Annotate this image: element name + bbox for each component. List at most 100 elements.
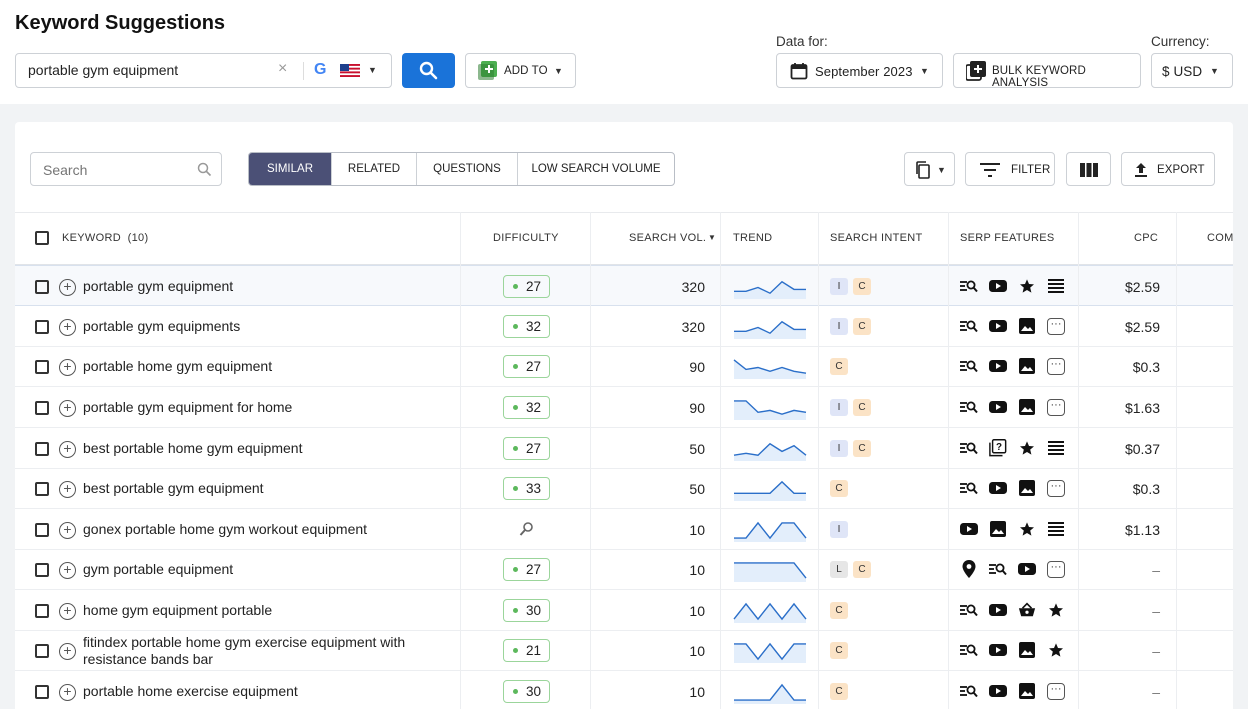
- star-icon[interactable]: [1018, 520, 1036, 538]
- star-icon[interactable]: [1018, 439, 1036, 457]
- image-icon[interactable]: [1018, 357, 1036, 375]
- search-icon[interactable]: [960, 479, 978, 497]
- more-icon[interactable]: ···: [1047, 398, 1065, 416]
- tab-similar[interactable]: SIMILAR: [249, 153, 332, 185]
- row-checkbox[interactable]: [35, 482, 49, 496]
- search-icon[interactable]: [960, 641, 978, 659]
- search-icon[interactable]: [960, 317, 978, 335]
- search-button[interactable]: [402, 53, 455, 88]
- column-keyword[interactable]: KEYWORD (10): [62, 232, 148, 244]
- add-keyword-icon[interactable]: +: [59, 400, 76, 417]
- copy-button[interactable]: ▼: [904, 152, 955, 186]
- image-icon[interactable]: [989, 520, 1007, 538]
- keyword-text[interactable]: portable home exercise equipment: [83, 683, 298, 699]
- pin-icon[interactable]: [960, 560, 978, 578]
- keyword-text[interactable]: best portable home gym equipment: [83, 440, 303, 456]
- image-icon[interactable]: [1018, 398, 1036, 416]
- keyword-text[interactable]: portable gym equipments: [83, 318, 241, 334]
- clear-icon[interactable]: ×: [278, 60, 288, 77]
- add-to-button[interactable]: ADD TO ▼: [465, 53, 576, 88]
- row-checkbox[interactable]: [35, 442, 49, 456]
- search-icon[interactable]: [960, 398, 978, 416]
- keyword-text[interactable]: gonex portable home gym workout equipmen…: [83, 521, 368, 537]
- video-icon[interactable]: [989, 398, 1007, 416]
- row-checkbox[interactable]: [35, 563, 49, 577]
- search-icon[interactable]: [960, 357, 978, 375]
- table-search-box[interactable]: [30, 152, 222, 186]
- keyword-search-input[interactable]: [28, 62, 278, 78]
- date-selector[interactable]: September 2023 ▼: [776, 53, 943, 88]
- row-checkbox[interactable]: [35, 685, 49, 699]
- column-com[interactable]: COM: [1207, 232, 1234, 244]
- column-serp-features[interactable]: SERP FEATURES: [960, 232, 1055, 244]
- chevron-down-icon[interactable]: ▼: [368, 65, 377, 75]
- add-keyword-icon[interactable]: +: [59, 522, 76, 539]
- star-icon[interactable]: [1047, 641, 1065, 659]
- more-icon[interactable]: ···: [1047, 479, 1065, 497]
- bulk-keyword-analysis-button[interactable]: BULK KEYWORD ANALYSIS: [953, 53, 1141, 89]
- video-icon[interactable]: [1018, 560, 1036, 578]
- video-icon[interactable]: [989, 641, 1007, 659]
- video-icon[interactable]: [989, 479, 1007, 497]
- video-icon[interactable]: [989, 317, 1007, 335]
- search-icon[interactable]: [960, 601, 978, 619]
- search-icon[interactable]: [960, 682, 978, 700]
- image-icon[interactable]: [1018, 641, 1036, 659]
- tab-low-search-volume[interactable]: LOW SEARCH VOLUME: [531, 163, 661, 175]
- column-cpc[interactable]: CPC: [1134, 232, 1159, 244]
- list-icon[interactable]: [1047, 439, 1065, 457]
- star-icon[interactable]: [1047, 601, 1065, 619]
- keyword-text[interactable]: fitindex portable home gym exercise equi…: [83, 634, 406, 667]
- export-button[interactable]: EXPORT: [1121, 152, 1215, 186]
- column-search-volume[interactable]: SEARCH VOL.: [629, 232, 707, 244]
- keyword-text[interactable]: portable gym equipment for home: [83, 399, 293, 415]
- list-icon[interactable]: [1047, 277, 1065, 295]
- select-all-checkbox[interactable]: [35, 231, 49, 245]
- add-keyword-icon[interactable]: +: [59, 279, 76, 296]
- question-icon[interactable]: ?: [989, 439, 1007, 457]
- add-keyword-icon[interactable]: +: [59, 441, 76, 458]
- column-search-intent[interactable]: SEARCH INTENT: [830, 232, 923, 244]
- add-keyword-icon[interactable]: +: [59, 359, 76, 376]
- row-checkbox[interactable]: [35, 523, 49, 537]
- row-checkbox[interactable]: [35, 604, 49, 618]
- video-icon[interactable]: [989, 277, 1007, 295]
- row-checkbox[interactable]: [35, 360, 49, 374]
- filter-button[interactable]: FILTER: [965, 152, 1055, 186]
- keyword-search-box[interactable]: × G ▼: [15, 53, 392, 88]
- column-difficulty[interactable]: DIFFICULTY: [493, 232, 559, 244]
- more-icon[interactable]: ···: [1047, 317, 1065, 335]
- keyword-text[interactable]: gym portable equipment: [83, 561, 234, 577]
- video-icon[interactable]: [989, 682, 1007, 700]
- row-checkbox[interactable]: [35, 280, 49, 294]
- us-flag-icon[interactable]: [340, 64, 360, 77]
- list-icon[interactable]: [1047, 520, 1065, 538]
- currency-selector[interactable]: $ USD ▼: [1151, 53, 1233, 88]
- basket-icon[interactable]: [1018, 601, 1036, 619]
- search-icon[interactable]: [989, 560, 1007, 578]
- search-icon[interactable]: [960, 277, 978, 295]
- video-icon[interactable]: [989, 601, 1007, 619]
- search-icon[interactable]: [960, 439, 978, 457]
- keyword-text[interactable]: best portable gym equipment: [83, 480, 264, 496]
- column-trend[interactable]: TREND: [733, 232, 773, 244]
- row-checkbox[interactable]: [35, 401, 49, 415]
- analyze-icon[interactable]: [519, 521, 535, 542]
- star-icon[interactable]: [1018, 277, 1036, 295]
- more-icon[interactable]: ···: [1047, 682, 1065, 700]
- image-icon[interactable]: [1018, 479, 1036, 497]
- tab-related[interactable]: RELATED: [332, 153, 417, 185]
- columns-button[interactable]: [1066, 152, 1111, 186]
- sort-down-icon[interactable]: ▼: [708, 233, 716, 242]
- video-icon[interactable]: [960, 520, 978, 538]
- add-keyword-icon[interactable]: +: [59, 481, 76, 498]
- keyword-text[interactable]: portable gym equipment: [83, 278, 234, 294]
- google-icon[interactable]: G: [314, 61, 327, 78]
- keyword-text[interactable]: home gym equipment portable: [83, 602, 273, 618]
- image-icon[interactable]: [1018, 317, 1036, 335]
- row-checkbox[interactable]: [35, 644, 49, 658]
- row-checkbox[interactable]: [35, 320, 49, 334]
- table-search-input[interactable]: [43, 162, 193, 178]
- add-keyword-icon[interactable]: +: [59, 603, 76, 620]
- more-icon[interactable]: ···: [1047, 560, 1065, 578]
